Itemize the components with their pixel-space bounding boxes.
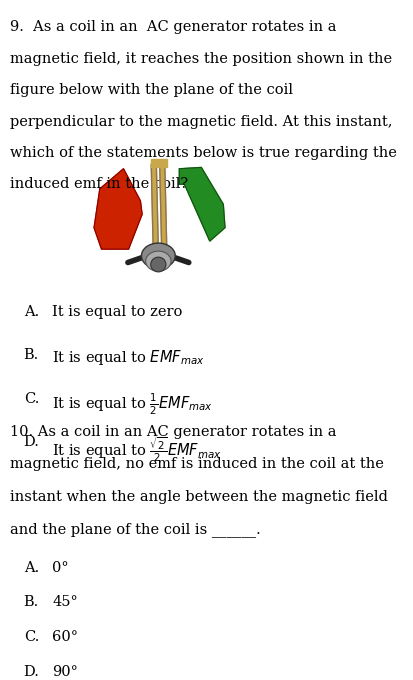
Text: induced emf in the coil?: induced emf in the coil?: [10, 177, 188, 192]
Text: which of the statements below is true regarding the: which of the statements below is true re…: [10, 146, 396, 160]
Text: 60°: 60°: [52, 630, 78, 644]
Text: 0°: 0°: [52, 560, 69, 575]
Text: A.: A.: [24, 305, 39, 319]
Polygon shape: [159, 164, 166, 251]
Text: perpendicular to the magnetic field. At this instant,: perpendicular to the magnetic field. At …: [10, 114, 392, 129]
Text: instant when the angle between the magnetic field: instant when the angle between the magne…: [10, 490, 387, 503]
Text: C.: C.: [24, 392, 39, 406]
Text: 90°: 90°: [52, 665, 78, 679]
Text: A.: A.: [24, 560, 39, 575]
Text: 45°: 45°: [52, 595, 78, 609]
Text: magnetic field, no emf is induced in the coil at the: magnetic field, no emf is induced in the…: [10, 458, 383, 471]
Ellipse shape: [150, 257, 166, 272]
Text: D.: D.: [24, 665, 40, 679]
Text: It is equal to $EMF_{max}$: It is equal to $EMF_{max}$: [52, 348, 204, 367]
Text: 9.  As a coil in an  AC generator rotates in a: 9. As a coil in an AC generator rotates …: [10, 20, 336, 34]
Text: C.: C.: [24, 630, 39, 644]
Ellipse shape: [145, 251, 171, 271]
Polygon shape: [94, 169, 142, 249]
Text: It is equal to $\frac{1}{2}$$EMF_{max}$: It is equal to $\frac{1}{2}$$EMF_{max}$: [52, 392, 213, 417]
Polygon shape: [151, 164, 158, 251]
Text: B.: B.: [24, 595, 39, 609]
Text: B.: B.: [24, 348, 39, 362]
Polygon shape: [179, 167, 224, 241]
Text: It is equal to zero: It is equal to zero: [52, 305, 183, 319]
Ellipse shape: [141, 243, 175, 269]
Text: D.: D.: [24, 435, 40, 449]
Text: and the plane of the coil is ______.: and the plane of the coil is ______.: [10, 522, 260, 537]
Text: figure below with the plane of the coil: figure below with the plane of the coil: [10, 83, 292, 97]
Text: 10. As a coil in an AC generator rotates in a: 10. As a coil in an AC generator rotates…: [10, 425, 336, 439]
Text: magnetic field, it reaches the position shown in the: magnetic field, it reaches the position …: [10, 52, 392, 65]
Text: It is equal to $\frac{\sqrt{2}}{2}$$EMF_{max}$: It is equal to $\frac{\sqrt{2}}{2}$$EMF_…: [52, 435, 222, 464]
Polygon shape: [151, 159, 166, 167]
